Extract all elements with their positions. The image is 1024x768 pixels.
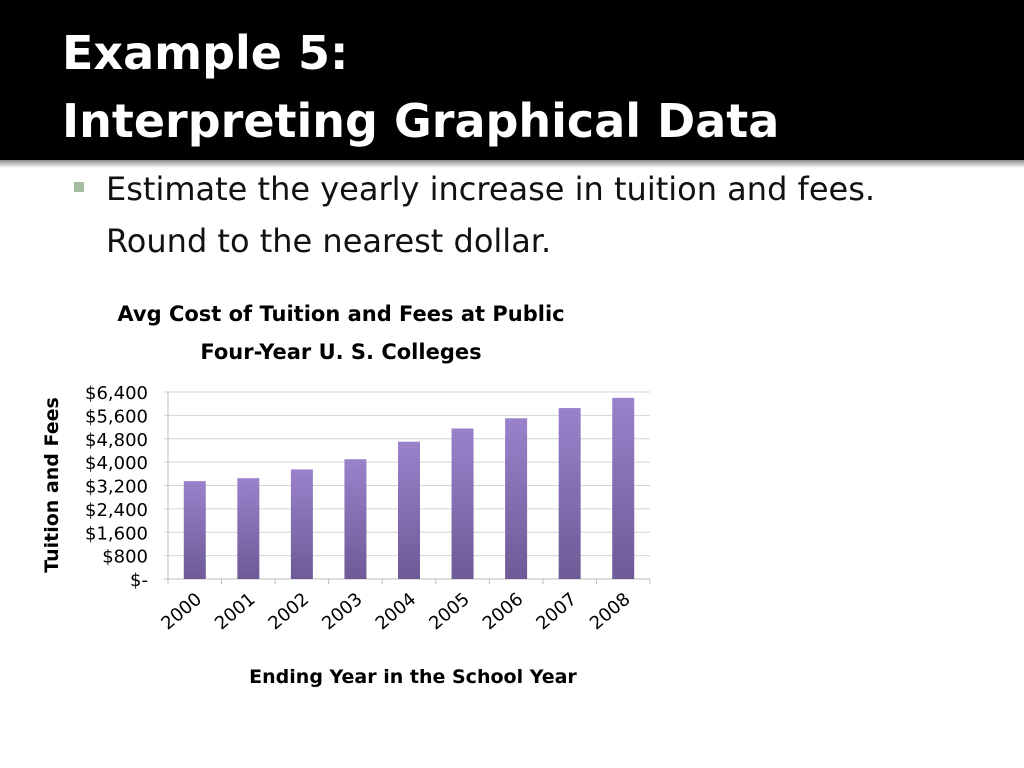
bar [398, 441, 420, 579]
x-tick-label: 2004 [372, 589, 421, 635]
y-tick-label: $800 [102, 547, 148, 568]
x-tick-label: 2007 [532, 589, 581, 635]
bar [558, 408, 581, 579]
y-tick-label: $5,600 [85, 406, 148, 427]
title-shadow [0, 160, 1024, 168]
bullet-text-line-2: Round to the nearest dollar. [106, 222, 552, 260]
bar [183, 481, 206, 579]
bullet-text-line-1: Estimate the yearly increase in tuition … [106, 170, 876, 208]
x-tick-label: 2006 [479, 589, 528, 635]
x-axis-ticks: 2000 2001 2002 2003 2004 2005 2006 2007 2008 [157, 589, 634, 635]
slide-title-line-2: Interpreting Graphical Data [62, 94, 780, 148]
x-axis-label: Ending Year in the School Year [249, 666, 577, 688]
bar [237, 478, 260, 579]
title-bar: Example 5: Interpreting Graphical Data [0, 0, 1024, 160]
chart-bars [183, 397, 635, 579]
chart-title-line-1: Avg Cost of Tuition and Fees at Public [117, 302, 564, 326]
x-tick-label: 2001 [211, 589, 260, 635]
bar [505, 418, 528, 579]
y-tick-label: $2,400 [85, 500, 148, 521]
bar [344, 459, 367, 579]
y-axis-label: Tuition and Fees [41, 397, 63, 573]
bar [451, 428, 474, 579]
x-tick-label: 2000 [157, 589, 206, 635]
x-tick-label: 2005 [425, 589, 474, 635]
slide-title-line-1: Example 5: [62, 26, 349, 80]
bar-chart: Avg Cost of Tuition and Fees at Public F… [41, 302, 651, 688]
chart-title-line-2: Four-Year U. S. Colleges [200, 340, 481, 364]
x-tick-label: 2003 [318, 589, 367, 635]
y-tick-label: $4,000 [85, 453, 148, 474]
x-tick-label: 2002 [265, 589, 314, 635]
bullet-square-icon [74, 182, 84, 192]
bar [290, 469, 313, 579]
y-tick-label: $4,800 [85, 430, 148, 451]
y-tick-label: $3,200 [85, 477, 148, 498]
x-tick-label: 2008 [586, 589, 635, 635]
y-tick-label: $- [130, 570, 148, 591]
bar [612, 397, 635, 579]
y-axis-ticks: $-$800 $1,600$2,400$3,200 $4,000$4,800 $5,6… [85, 383, 148, 591]
y-tick-label: $1,600 [85, 523, 148, 544]
y-tick-label: $6,400 [85, 383, 148, 404]
